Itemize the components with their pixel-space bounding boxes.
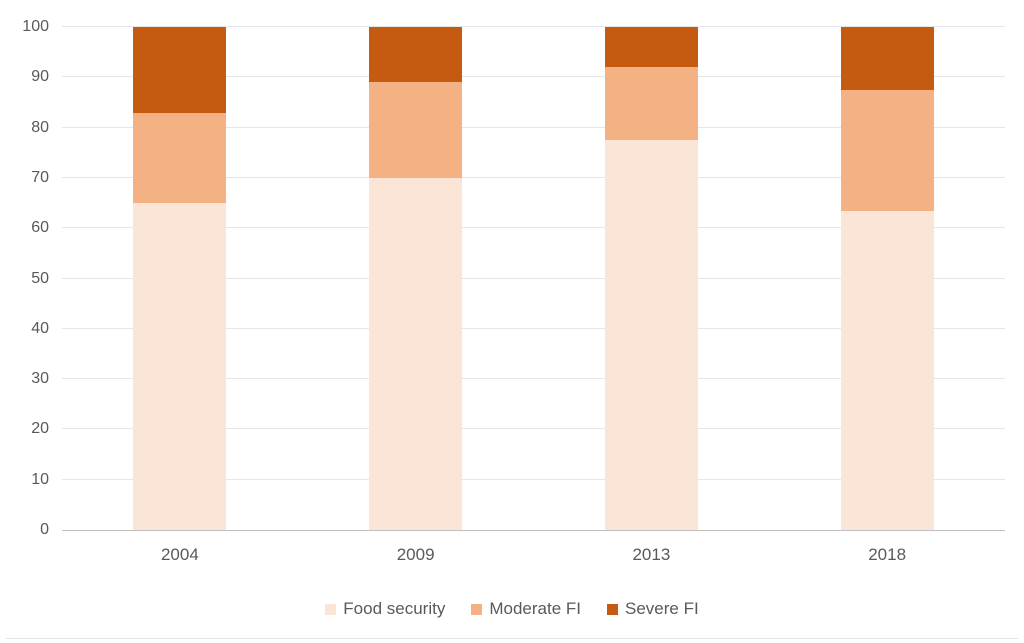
y-tick-label-100: 100 xyxy=(22,18,49,35)
x-tick-label-2004: 2004 xyxy=(160,545,199,564)
bar-slot-2018 xyxy=(769,27,1005,530)
gridline-30 xyxy=(62,378,1005,380)
stacked-bar-2009 xyxy=(369,27,463,530)
y-tick-label-40: 40 xyxy=(31,319,49,337)
bar-segment-2013-severe-fi xyxy=(604,27,698,68)
y-tick-label-60: 60 xyxy=(31,219,49,237)
bar-segment-2004-food-security xyxy=(133,203,227,530)
stacked-bar-2018 xyxy=(840,27,934,530)
gridline-60 xyxy=(62,227,1005,229)
bar-segment-2013-moderate-fi xyxy=(604,67,698,141)
bar-segment-2018-food-security xyxy=(840,210,934,530)
gridline-100 xyxy=(62,26,1005,27)
legend-swatch-icon xyxy=(471,603,483,615)
gridline-50 xyxy=(62,277,1005,279)
legend: Food security Moderate FI Severe FI xyxy=(0,599,1024,619)
gridline-90 xyxy=(62,76,1005,78)
plot-area: 0 10 20 30 40 50 60 70 80 90 100 xyxy=(22,19,1005,538)
y-tick-label-10: 10 xyxy=(31,470,49,488)
y-tick-label-90: 90 xyxy=(31,68,49,86)
legend-label: Severe FI xyxy=(625,599,699,618)
bar-slot-2013 xyxy=(534,27,770,530)
y-tick-label-50: 50 xyxy=(31,269,49,287)
legend-swatch-icon xyxy=(607,603,618,615)
x-axis-labels: 2004 2009 2013 2018 xyxy=(62,545,1005,565)
bar-segment-2004-severe-fi xyxy=(133,27,227,113)
y-tick-label-0: 0 xyxy=(40,521,49,538)
gridline-70 xyxy=(62,176,1005,178)
gridline-80 xyxy=(62,126,1005,128)
bar-segment-2018-moderate-fi xyxy=(840,89,934,211)
legend-item-severe-fi: Severe FI xyxy=(607,599,699,619)
bar-slot-2004 xyxy=(62,27,298,530)
bottom-divider xyxy=(6,638,1018,639)
bar-series xyxy=(62,27,1005,530)
legend-item-food-security: Food security xyxy=(325,599,445,619)
legend-label: Food security xyxy=(343,599,446,618)
bar-segment-2004-moderate-fi xyxy=(133,112,227,204)
stacked-bar-2013 xyxy=(604,27,698,530)
gridline-40 xyxy=(62,327,1005,329)
y-tick-label-70: 70 xyxy=(31,168,49,186)
gridline-20 xyxy=(62,428,1005,430)
legend-label: Moderate FI xyxy=(489,599,581,618)
y-tick-label-80: 80 xyxy=(31,118,49,136)
bar-segment-2013-food-security xyxy=(604,140,698,530)
stacked-bar-2004 xyxy=(133,27,227,530)
bar-segment-2009-food-security xyxy=(369,177,463,530)
bar-slot-2009 xyxy=(298,27,534,530)
y-tick-label-20: 20 xyxy=(31,420,49,438)
bar-segment-2009-moderate-fi xyxy=(369,82,463,178)
gridline-10 xyxy=(62,478,1005,480)
x-tick-label-2013: 2013 xyxy=(632,545,671,564)
bar-segment-2018-severe-fi xyxy=(840,27,934,90)
y-tick-label-30: 30 xyxy=(31,370,49,388)
x-tick-label-2009: 2009 xyxy=(396,545,435,564)
x-tick-label-2018: 2018 xyxy=(868,545,907,564)
legend-swatch-icon xyxy=(325,603,337,615)
bar-segment-2009-severe-fi xyxy=(369,27,463,83)
legend-item-moderate-fi: Moderate FI xyxy=(471,599,581,619)
